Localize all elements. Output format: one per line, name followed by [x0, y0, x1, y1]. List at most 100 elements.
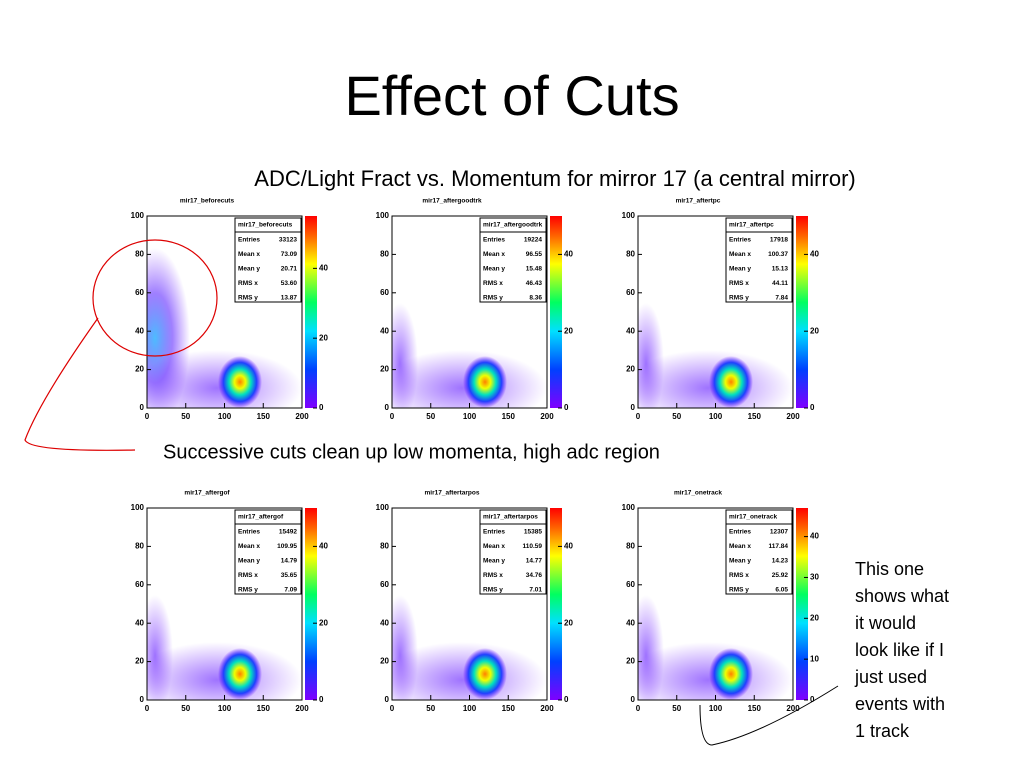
colorbar [796, 216, 808, 408]
x-tick-label: 200 [295, 704, 309, 713]
z-tick-label: 0 [564, 403, 569, 412]
stats-value: 20.71 [281, 266, 298, 273]
stats-value: 15.13 [772, 266, 789, 273]
x-tick-label: 0 [390, 412, 395, 421]
x-tick-label: 150 [502, 704, 516, 713]
z-tick-label: 40 [564, 542, 573, 551]
stats-value: 73.09 [281, 251, 298, 258]
stats-label: Mean y [483, 266, 505, 273]
colorbar [796, 508, 808, 700]
histogram-panel: mir17_aftertpc 0 50 100 150 200 0 20 40 60 80 100 0 2… [622, 198, 820, 421]
y-tick-label: 20 [626, 365, 635, 374]
subtitle: ADC/Light Fract vs. Momentum for mirror … [254, 166, 855, 191]
x-tick-label: 50 [672, 704, 681, 713]
stats-value: 15.48 [526, 266, 543, 273]
stats-value: 12307 [770, 529, 788, 536]
stats-title: mir17_aftergof [238, 514, 284, 521]
z-tick-label: 40 [319, 542, 328, 551]
stats-label: Mean x [238, 543, 260, 550]
y-tick-label: 0 [385, 695, 390, 704]
stats-box [234, 217, 302, 303]
y-tick-label: 80 [380, 542, 389, 551]
x-tick-label: 150 [257, 704, 271, 713]
stats-value: 35.65 [281, 572, 298, 579]
x-tick-label: 50 [672, 412, 681, 421]
y-tick-label: 0 [631, 403, 636, 412]
y-tick-label: 80 [626, 542, 635, 551]
slide-title: Effect of Cuts [344, 64, 679, 127]
density-core [709, 648, 753, 700]
x-tick-label: 200 [540, 704, 554, 713]
z-tick-label: 20 [564, 618, 573, 627]
z-tick-label: 40 [319, 263, 328, 272]
stats-value: 96.55 [526, 251, 543, 258]
x-tick-label: 0 [636, 412, 641, 421]
y-tick-label: 0 [385, 403, 390, 412]
density [638, 595, 793, 700]
stats-label: RMS y [729, 587, 749, 594]
z-tick-label: 20 [319, 333, 328, 342]
density [147, 595, 302, 700]
y-tick-label: 60 [626, 288, 635, 297]
stats-label: Mean y [238, 558, 260, 565]
stats-value: 117.84 [768, 543, 788, 550]
density-haze [147, 595, 173, 700]
density [638, 303, 793, 408]
x-tick-label: 150 [502, 412, 516, 421]
stats-value: 8.36 [529, 295, 542, 302]
stats-value: 15492 [279, 529, 297, 536]
note-line: just used [854, 667, 927, 687]
stats-value: 7.84 [775, 295, 788, 302]
note-line: it would [855, 613, 916, 633]
x-tick-label: 200 [295, 412, 309, 421]
x-tick-label: 100 [218, 412, 232, 421]
y-tick-label: 80 [626, 250, 635, 259]
stats-box [725, 217, 793, 303]
y-tick-label: 60 [626, 580, 635, 589]
stats-value: 19224 [524, 237, 542, 244]
caption: Successive cuts clean up low momenta, hi… [163, 441, 660, 463]
stats-value: 110.59 [522, 543, 542, 550]
x-tick-label: 50 [181, 704, 190, 713]
stats-label: Entries [483, 529, 505, 536]
stats-label: RMS x [729, 280, 749, 287]
y-tick-label: 60 [380, 580, 389, 589]
stats-label: Mean x [729, 543, 751, 550]
x-tick-label: 0 [145, 412, 150, 421]
x-tick-label: 100 [709, 704, 723, 713]
y-tick-label: 0 [140, 403, 145, 412]
z-tick-label: 0 [319, 403, 324, 412]
stats-title: mir17_aftertpc [729, 222, 774, 229]
panel-title: mir17_aftergof [184, 490, 230, 497]
x-tick-label: 100 [709, 412, 723, 421]
stats-box [234, 509, 302, 595]
y-tick-label: 20 [626, 657, 635, 666]
histogram-panel: mir17_onetrack 0 50 100 150 200 0 20 40 60 80 100 0 1… [622, 490, 820, 713]
colorbar [550, 508, 562, 700]
stats-label: Entries [238, 237, 260, 244]
stats-label: Entries [729, 529, 751, 536]
stats-box [725, 509, 793, 595]
x-tick-label: 150 [748, 704, 762, 713]
y-tick-label: 100 [622, 211, 636, 220]
highlight-pointer [24, 317, 136, 451]
x-tick-label: 100 [218, 704, 232, 713]
stats-label: Entries [483, 237, 505, 244]
stats-value: 15385 [524, 529, 542, 536]
density-core [218, 356, 262, 408]
highlight-circle [92, 239, 218, 357]
x-tick-label: 50 [426, 704, 435, 713]
stats-label: RMS x [483, 280, 503, 287]
stats-label: Mean x [238, 251, 260, 258]
x-tick-label: 100 [463, 412, 477, 421]
z-tick-label: 10 [810, 654, 819, 663]
stats-value: 7.01 [529, 587, 542, 594]
density-haze [392, 303, 418, 408]
stats-label: RMS x [238, 280, 258, 287]
stats-title: mir17_beforecuts [238, 222, 293, 229]
stats-label: Mean x [483, 543, 505, 550]
y-tick-label: 60 [135, 288, 144, 297]
x-tick-label: 50 [181, 412, 190, 421]
